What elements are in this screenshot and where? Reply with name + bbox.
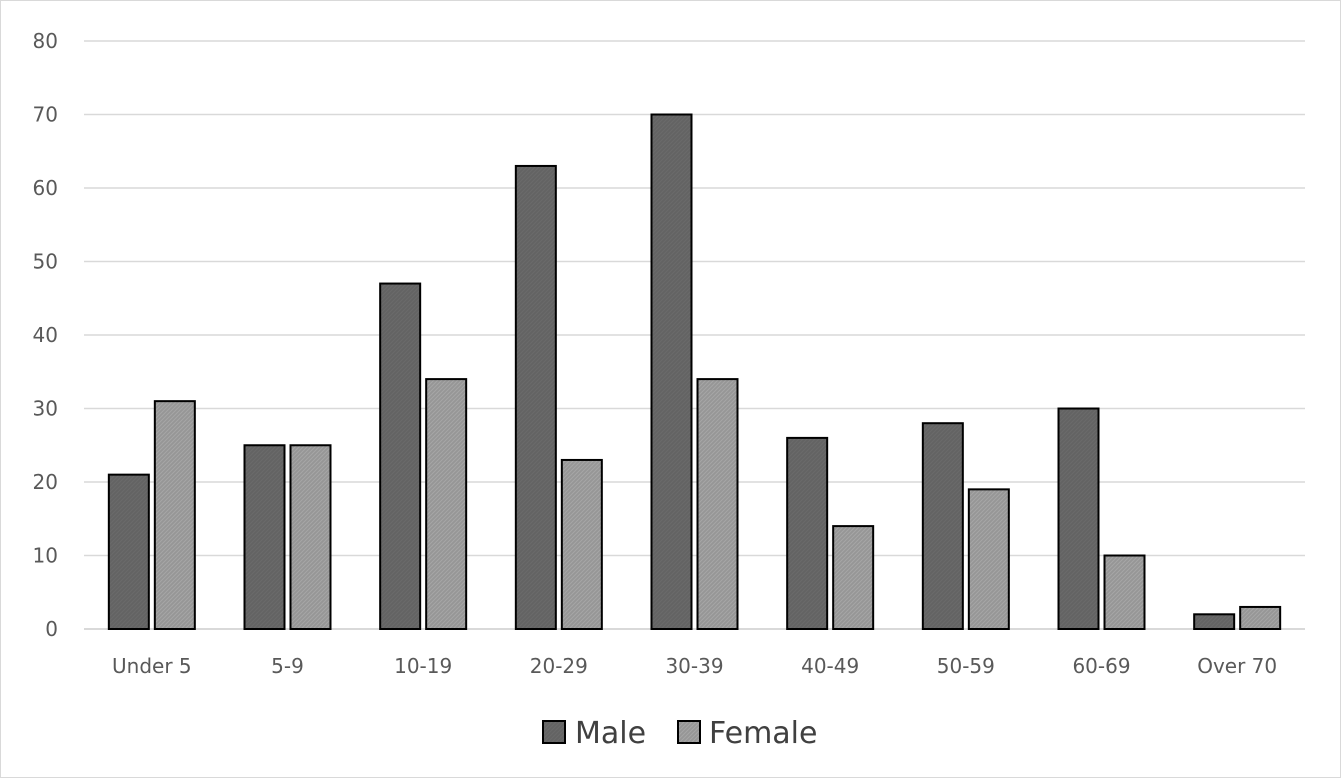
gridlines <box>84 40 1305 630</box>
female-bar <box>1103 554 1146 630</box>
female-bar <box>560 458 603 631</box>
y-tick-label: 0 <box>45 617 58 641</box>
legend-label-male: Male <box>575 716 646 751</box>
male-bar <box>1193 613 1236 630</box>
bars <box>107 113 1282 631</box>
male-bar <box>1057 407 1100 630</box>
y-tick-label: 10 <box>33 544 58 568</box>
y-tick-label: 20 <box>33 470 58 494</box>
x-tick-label: Under 5 <box>112 654 192 678</box>
y-tick-label: 40 <box>33 323 58 347</box>
y-axis-ticks: 0 10 20 30 40 50 60 70 80 <box>33 29 58 641</box>
female-bar <box>425 378 468 630</box>
female-bar <box>1239 605 1282 631</box>
male-bar <box>107 473 150 630</box>
female-bar <box>696 378 739 630</box>
y-tick-label: 80 <box>33 29 58 53</box>
male-bar <box>243 444 286 630</box>
y-tick-label: 30 <box>33 397 58 421</box>
female-bar <box>832 525 875 630</box>
y-tick-label: 60 <box>33 176 58 200</box>
male-bar <box>921 422 964 631</box>
x-tick-label: 60-69 <box>1072 654 1130 678</box>
legend: Male Female <box>542 716 817 751</box>
x-tick-label: 20-29 <box>530 654 588 678</box>
x-tick-label: 30-39 <box>665 654 723 678</box>
x-tick-label: 40-49 <box>801 654 859 678</box>
female-bar <box>289 444 332 630</box>
male-bar <box>379 282 422 630</box>
male-bar <box>514 164 557 630</box>
legend-swatch-female <box>677 720 701 744</box>
y-tick-label: 70 <box>33 103 58 127</box>
female-bar <box>967 488 1010 630</box>
legend-swatch-male <box>542 720 566 744</box>
male-bar <box>786 436 829 630</box>
male-bar <box>650 113 693 630</box>
female-bar <box>153 400 196 630</box>
x-tick-label: 5-9 <box>271 654 304 678</box>
x-tick-label: 10-19 <box>394 654 452 678</box>
legend-label-female: Female <box>709 716 817 751</box>
x-axis-ticks: Under 5 5-9 10-19 20-29 30-39 40-49 50-59 60-69… <box>112 654 1277 678</box>
y-tick-label: 50 <box>33 250 58 274</box>
x-tick-label: Over 70 <box>1197 654 1277 678</box>
x-tick-label: 50-59 <box>937 654 995 678</box>
